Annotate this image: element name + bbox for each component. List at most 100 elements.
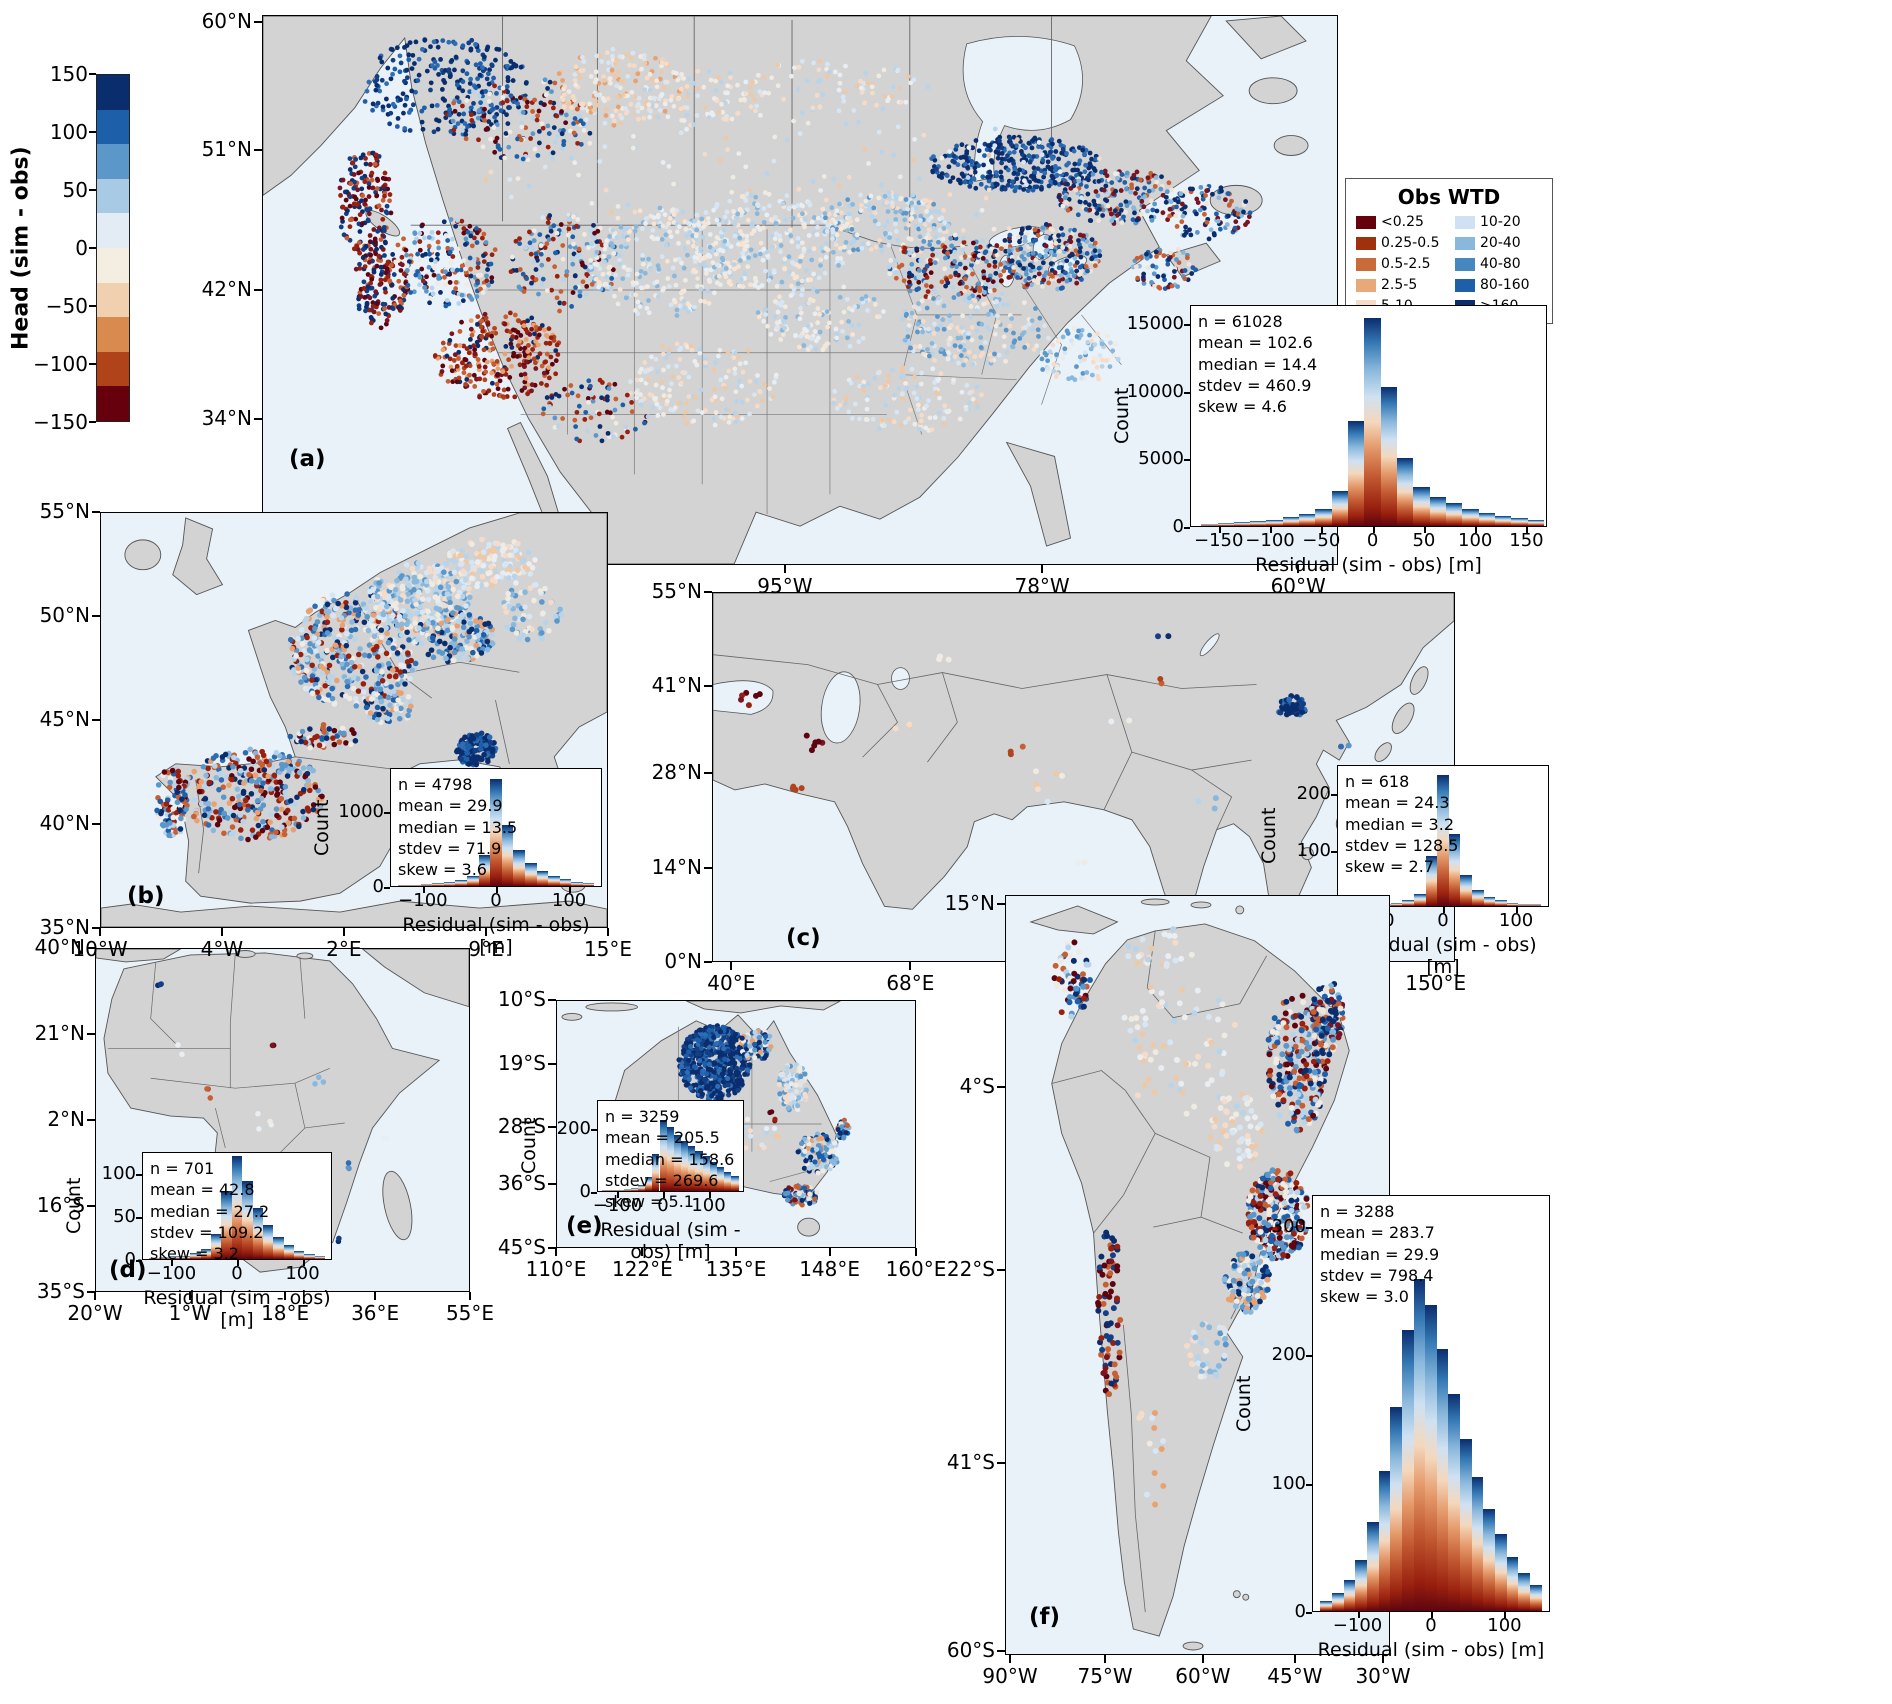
observation-dot — [429, 63, 435, 69]
observation-dot — [694, 86, 700, 91]
observation-dot — [1026, 140, 1032, 146]
observation-dot — [565, 392, 571, 398]
observation-dot — [582, 232, 587, 237]
observation-dot — [725, 90, 730, 96]
observation-dot — [721, 116, 727, 122]
observation-dot — [695, 283, 700, 289]
observation-dot — [642, 360, 648, 365]
observation-dot — [624, 392, 630, 398]
observation-dot — [1186, 261, 1192, 267]
observation-dot — [659, 236, 665, 242]
colorbar-tick-label: 100 — [49, 119, 88, 144]
observation-dot — [404, 67, 410, 73]
observation-dot — [727, 198, 733, 204]
observation-dot — [584, 271, 590, 277]
observation-dot — [468, 337, 473, 342]
colorbar-tick-label: −100 — [33, 352, 88, 376]
observation-dot — [810, 105, 816, 111]
observation-dot — [404, 650, 411, 656]
observation-dot — [797, 258, 803, 264]
observation-dot — [471, 100, 476, 106]
observation-dot — [348, 659, 355, 666]
observation-dot — [463, 266, 468, 272]
observation-dot — [584, 284, 590, 289]
observation-dot — [604, 50, 610, 56]
observation-dot — [603, 106, 609, 112]
observation-dot — [505, 63, 510, 69]
observation-dot — [1109, 180, 1115, 185]
observation-dot — [381, 228, 387, 234]
observation-dot — [1071, 326, 1077, 332]
observation-dot — [863, 70, 869, 76]
colorbar-tick-label: 50 — [62, 177, 88, 202]
observation-dot — [800, 287, 805, 292]
observation-dot — [1211, 231, 1217, 236]
observation-dot — [1089, 372, 1095, 378]
observation-dot — [976, 163, 982, 169]
observation-dot — [636, 95, 642, 101]
observation-dot — [368, 246, 374, 252]
observation-dot — [507, 129, 513, 135]
observation-dot — [446, 67, 452, 73]
observation-dot — [468, 318, 474, 323]
observation-dot — [338, 193, 343, 198]
observation-dot — [789, 259, 795, 265]
observation-dot — [815, 224, 820, 230]
observation-dot — [805, 120, 811, 126]
observation-dot — [951, 153, 957, 159]
observation-dot — [1083, 200, 1088, 205]
observation-dot — [998, 262, 1004, 267]
observation-dot — [684, 233, 690, 239]
observation-dot — [376, 203, 382, 209]
observation-dot — [432, 59, 438, 65]
observation-dot — [872, 218, 878, 224]
observation-dot — [602, 246, 608, 252]
observation-dot — [841, 244, 847, 250]
observation-dot — [925, 347, 930, 352]
observation-dot — [585, 396, 591, 401]
observation-dot — [378, 627, 385, 633]
observation-dot — [337, 185, 343, 191]
observation-dot — [613, 108, 619, 114]
observation-dot — [390, 101, 396, 107]
observation-dot — [882, 423, 887, 428]
observation-dot — [1017, 167, 1022, 173]
observation-dot — [1243, 199, 1249, 204]
observation-dot — [663, 61, 669, 67]
observation-dot — [461, 111, 467, 117]
observation-dot — [572, 116, 578, 121]
observation-dot — [373, 87, 379, 93]
observation-dot — [510, 334, 516, 340]
observation-dot — [329, 695, 336, 702]
observation-dot — [472, 347, 478, 352]
observation-dot — [1204, 201, 1209, 207]
observation-dot — [603, 187, 609, 193]
observation-dot — [614, 235, 620, 241]
observation-dot — [825, 61, 830, 67]
observation-dot — [392, 673, 399, 680]
observation-dot — [994, 252, 1000, 258]
observation-dot — [866, 381, 871, 387]
observation-dot — [781, 318, 786, 324]
observation-dot — [810, 179, 816, 184]
observation-dot — [954, 143, 960, 149]
observation-dot — [664, 242, 669, 248]
observation-dot — [399, 254, 405, 260]
observation-dot — [527, 240, 533, 246]
observation-dot — [733, 389, 739, 395]
observation-dot — [1077, 354, 1083, 360]
observation-dot — [956, 292, 962, 297]
observation-dot — [568, 128, 573, 134]
observation-dot — [806, 300, 811, 306]
observation-dot — [532, 331, 537, 337]
observation-dot — [650, 227, 656, 233]
observation-dot — [580, 279, 586, 285]
observation-dot — [529, 382, 535, 388]
colorbar-tick-mark — [89, 363, 96, 365]
observation-dot — [347, 167, 353, 172]
observation-dot — [567, 244, 573, 250]
observation-dot — [360, 193, 366, 199]
observation-dot — [1057, 248, 1063, 254]
observation-dot — [847, 343, 853, 349]
observation-dot — [496, 47, 502, 52]
